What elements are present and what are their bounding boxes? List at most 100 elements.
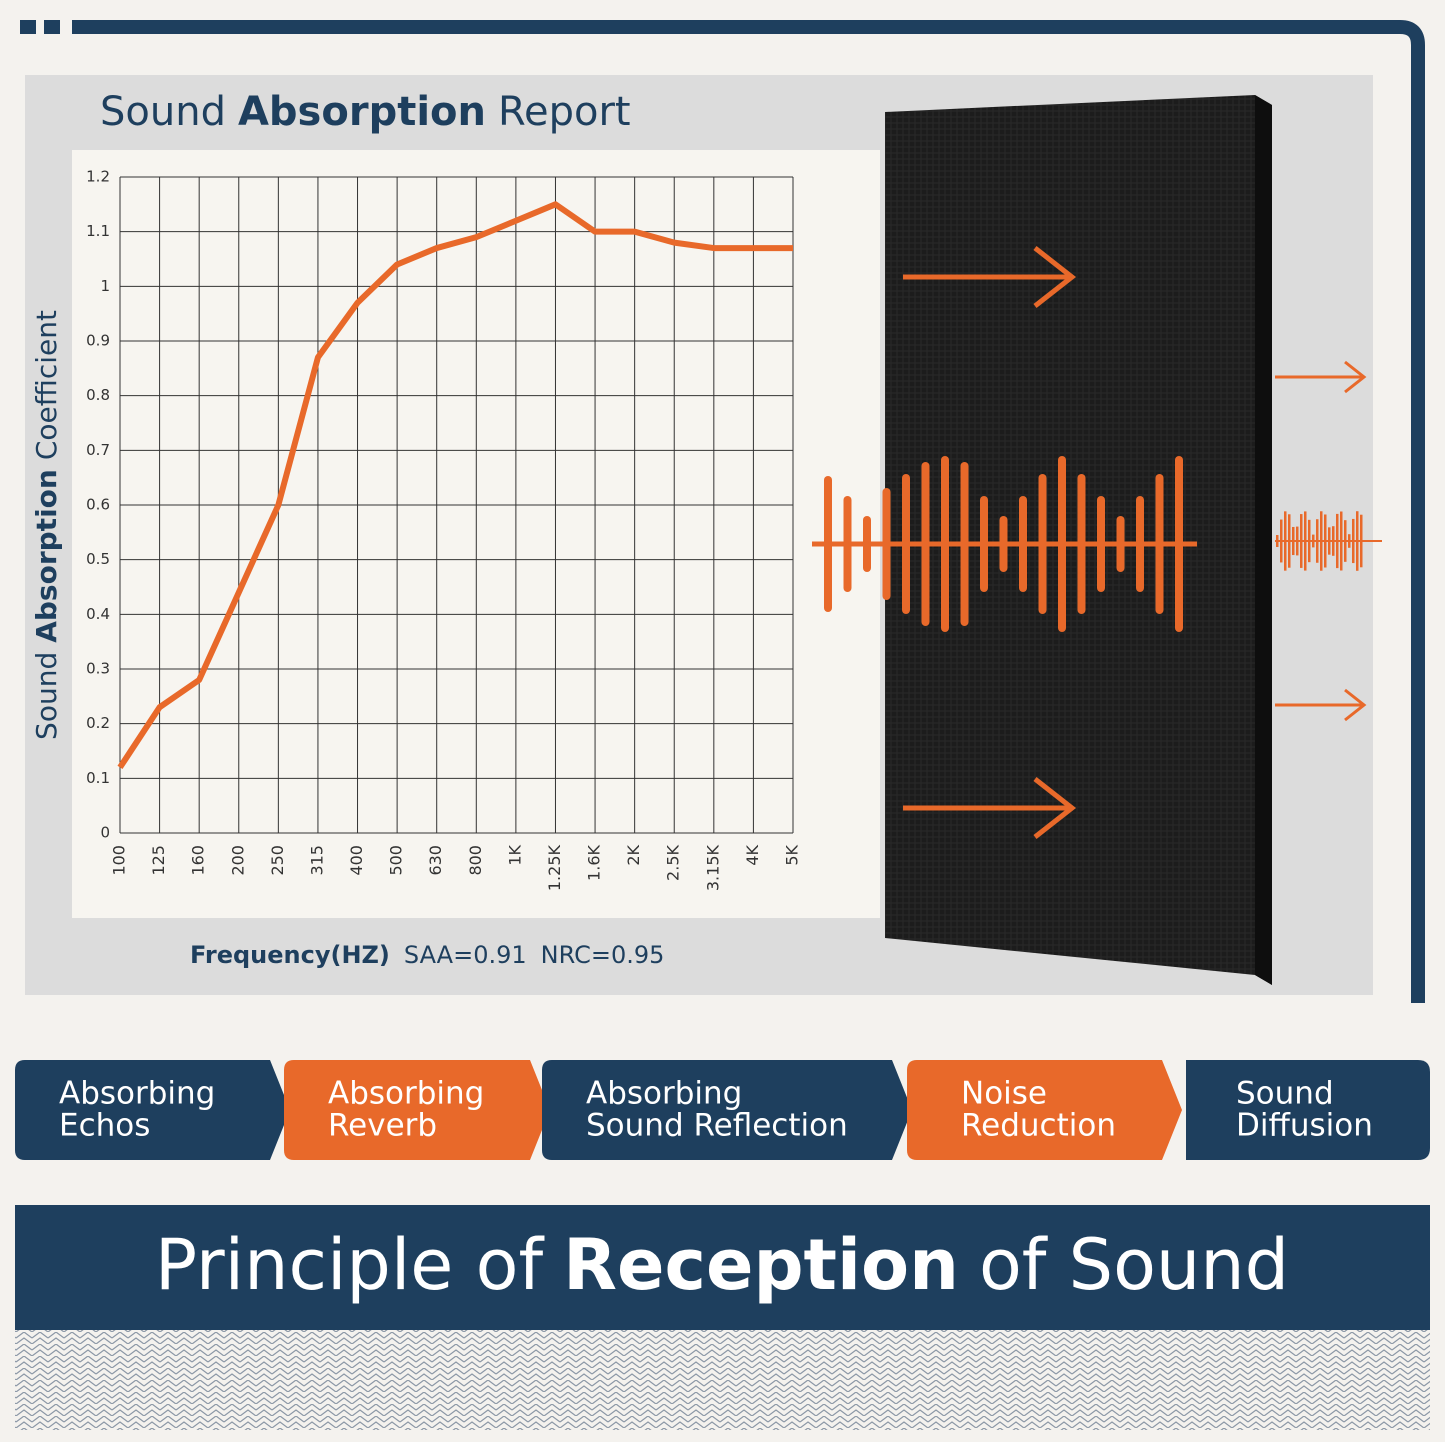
wave-bar	[1300, 514, 1303, 568]
wave-bar	[1352, 518, 1355, 564]
y-tick-label: 0.1	[86, 769, 110, 787]
x-tick-label: 500	[387, 845, 406, 876]
wave-bar	[1276, 535, 1279, 547]
title-part: Absorption	[238, 89, 486, 135]
y-tick-label: 0.6	[86, 496, 110, 514]
data-line	[117, 201, 793, 770]
annotation: NRC=0.95	[541, 941, 665, 969]
feature-text: Absorbing	[586, 1076, 742, 1112]
x-tick-label: 3.15K	[703, 845, 722, 892]
x-tick-label: 800	[466, 845, 485, 876]
arrow	[903, 246, 1077, 308]
wave-bar	[1360, 514, 1363, 568]
feature-text: Diffusion	[1236, 1108, 1373, 1144]
feature-tag	[284, 1060, 550, 1160]
wave-bar	[902, 474, 910, 614]
wave-bar	[1316, 519, 1319, 563]
y-tick-label: 0.4	[86, 605, 110, 623]
wave-bar	[1296, 526, 1299, 556]
y-tick-label: 0.2	[86, 714, 110, 732]
x-tick-label: 200	[228, 845, 247, 876]
wave-bar	[882, 488, 891, 600]
x-tick-label: 160	[189, 845, 208, 876]
feature-tag	[907, 1060, 1182, 1160]
wave-bar	[1136, 496, 1144, 592]
x-axis-label: Frequency(HZ)	[190, 941, 390, 969]
title-part: Sound	[100, 89, 226, 135]
label-part: Absorption	[30, 469, 63, 643]
feature-text: Reduction	[961, 1108, 1116, 1144]
pattern	[15, 1330, 1430, 1430]
wave-bar	[1348, 534, 1351, 548]
title-part: Report	[498, 89, 631, 135]
panel-edge	[1255, 95, 1272, 985]
wave-bar	[1116, 516, 1125, 572]
feature-text: Noise	[961, 1076, 1047, 1112]
wave-bar	[1356, 511, 1359, 571]
label-part: Coefficient	[30, 310, 63, 460]
annotation: SAA=0.91	[404, 941, 527, 969]
wave-bar	[1175, 456, 1183, 632]
banner	[15, 1205, 1430, 1330]
y-tick-label: 0.3	[86, 660, 110, 678]
x-tick-label: 630	[426, 845, 445, 876]
arrow	[1275, 360, 1367, 394]
feature-tag	[542, 1060, 912, 1160]
y-tick-label: 0.8	[86, 386, 110, 404]
banner-part: Principle of	[155, 1224, 545, 1306]
wave-bar	[980, 496, 988, 592]
wave-bar	[1038, 474, 1047, 614]
wave-bar	[941, 456, 949, 632]
feature-text: Absorbing	[59, 1076, 215, 1112]
label-part: Sound	[30, 652, 63, 740]
frame-dot	[44, 20, 60, 34]
wave-bar	[1280, 519, 1283, 563]
y-tick-label: 1.2	[86, 168, 110, 186]
y-tick-label: 1.1	[86, 222, 110, 240]
banner-title: Principle of Reception of Sound	[155, 1224, 1289, 1306]
arrow	[903, 777, 1077, 839]
feature-text: Absorbing	[328, 1076, 484, 1112]
feature-tag	[15, 1060, 290, 1160]
wave-bar	[1320, 511, 1323, 571]
wave-bar	[1312, 534, 1315, 548]
x-tick-label: 1K	[505, 844, 524, 865]
wave-bar	[1328, 527, 1331, 555]
feature-text: Sound	[1236, 1076, 1334, 1112]
wave-bar	[1304, 511, 1307, 571]
wave-bar	[1155, 474, 1164, 614]
feature-text: Reverb	[328, 1108, 437, 1144]
wave-bar	[1284, 511, 1287, 571]
wave-bar	[863, 516, 871, 572]
wave-bar	[1019, 496, 1027, 592]
wave-bar	[1340, 511, 1343, 571]
wave-bar	[824, 476, 832, 612]
wave-bar	[1308, 519, 1311, 563]
x-tick-label: 5K	[783, 844, 802, 865]
banner-part: of Sound	[979, 1224, 1289, 1306]
wave-bar	[960, 462, 969, 626]
wave-bar	[1058, 456, 1066, 632]
y-tick-label: 0.7	[86, 441, 110, 459]
feature-tag	[1186, 1060, 1430, 1160]
wave-bar	[1292, 526, 1295, 556]
x-tick-label: 100	[110, 845, 129, 876]
x-tick-label: 250	[268, 845, 287, 876]
x-tick-label: 2K	[624, 844, 643, 865]
chart-title: Sound Absorption Report	[100, 89, 631, 135]
wave-bar	[1077, 474, 1086, 614]
waveform	[824, 456, 1363, 632]
wave-bar	[1344, 520, 1347, 562]
x-tick-label: 315	[307, 845, 326, 876]
wave-bar	[1097, 496, 1105, 592]
y-tick-label: 0.5	[86, 550, 110, 568]
y-tick-label: 0	[100, 824, 110, 842]
y-axis-label: Sound Absorption Coefficient	[30, 310, 63, 740]
wave-bar	[1332, 526, 1335, 556]
wave-bar	[1336, 513, 1339, 569]
arrow	[1275, 688, 1367, 722]
x-tick-label: 400	[347, 845, 366, 876]
x-tick-label: 1.25K	[545, 845, 564, 892]
frame	[72, 20, 1425, 1003]
